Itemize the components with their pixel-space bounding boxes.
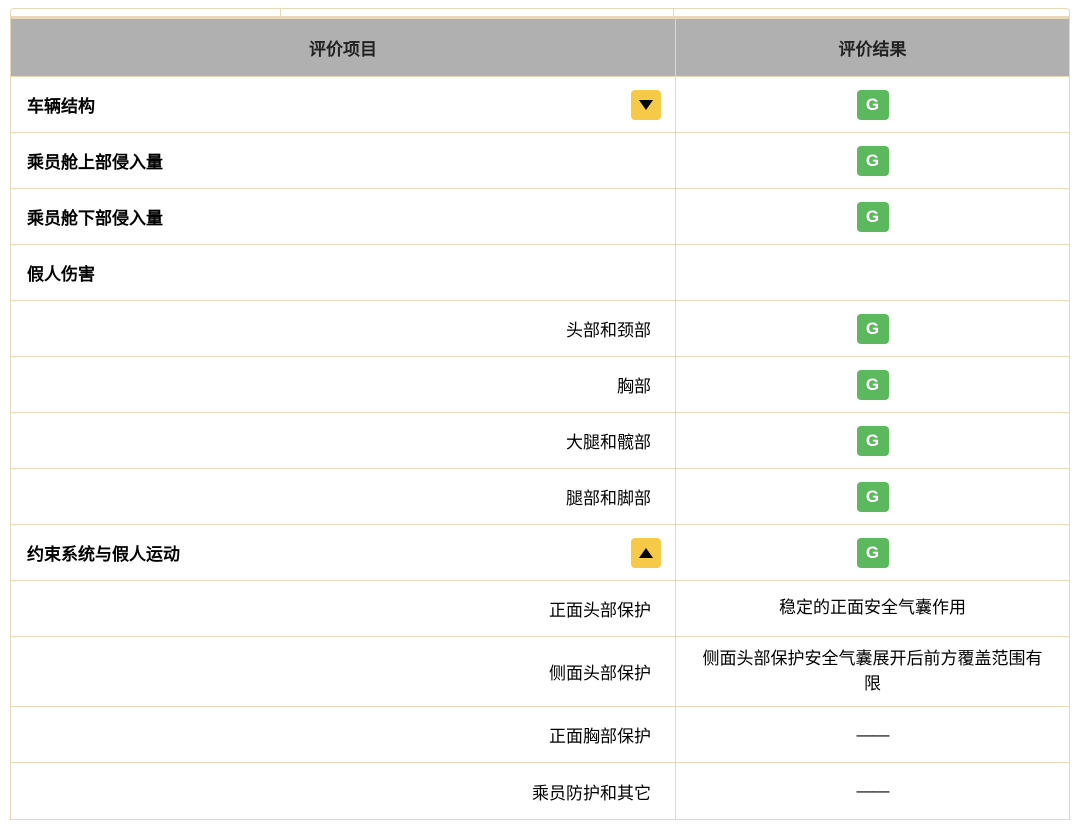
rating-badge: G [857,482,889,512]
table-row: 约束系统与假人运动 G [11,525,1069,581]
item-label-sub: 正面头部保护 [27,596,659,621]
item-cell: 乘员舱上部侵入量 [11,133,676,188]
item-label-main: 假人伤害 [27,260,95,285]
result-cell: G [676,413,1069,468]
item-cell: 头部和颈部 [11,301,676,356]
rating-badge: G [857,426,889,456]
item-cell: 侧面头部保护 [11,637,676,706]
item-label-sub: 头部和颈部 [27,316,659,341]
header-col-result: 评价结果 [676,19,1069,76]
result-cell: G [676,133,1069,188]
rating-badge: G [857,370,889,400]
rating-badge: G [857,90,889,120]
table-row: 正面头部保护 稳定的正面安全气囊作用 [11,581,1069,637]
result-cell: G [676,77,1069,132]
result-cell: G [676,189,1069,244]
item-label-main: 乘员舱下部侵入量 [27,204,163,229]
result-dash: —— [857,725,889,745]
item-label-sub: 腿部和脚部 [27,484,659,509]
table-row: 头部和颈部 G [11,301,1069,357]
item-cell: 正面胸部保护 [11,707,676,762]
item-label-sub: 侧面头部保护 [27,659,659,684]
result-cell: G [676,469,1069,524]
item-cell: 胸部 [11,357,676,412]
table-header-row: 评价项目 评价结果 [11,17,1069,77]
item-cell: 正面头部保护 [11,581,676,636]
result-cell: —— [676,763,1069,819]
evaluation-table: 评价项目 评价结果 车辆结构 G 乘员舱上部侵入量 G 乘员舱下部侵入量 G 假人伤害头部和… [10,8,1070,820]
table-row: 胸部 G [11,357,1069,413]
collapse-toggle-down-icon[interactable] [631,90,661,120]
item-label-main: 车辆结构 [27,92,95,117]
table-row: 正面胸部保护 —— [11,707,1069,763]
result-cell: G [676,525,1069,580]
item-label-sub: 胸部 [27,372,659,397]
item-cell: 约束系统与假人运动 [11,525,676,580]
result-cell: 稳定的正面安全气囊作用 [676,581,1069,636]
result-cell: G [676,357,1069,412]
item-label-sub: 正面胸部保护 [27,722,659,747]
result-cell: 侧面头部保护安全气囊展开后前方覆盖范围有限 [676,637,1069,706]
result-dash: —— [857,781,889,801]
item-cell: 车辆结构 [11,77,676,132]
item-label-main: 约束系统与假人运动 [27,540,180,565]
item-cell: 腿部和脚部 [11,469,676,524]
table-row: 假人伤害 [11,245,1069,301]
item-cell: 大腿和髋部 [11,413,676,468]
rating-badge: G [857,314,889,344]
table-row: 乘员舱下部侵入量 G [11,189,1069,245]
collapse-toggle-up-icon[interactable] [631,538,661,568]
item-cell: 假人伤害 [11,245,676,300]
item-cell: 乘员防护和其它 [11,763,676,819]
result-cell: —— [676,707,1069,762]
table-row: 侧面头部保护 侧面头部保护安全气囊展开后前方覆盖范围有限 [11,637,1069,707]
header-col-item: 评价项目 [11,19,676,76]
table-row: 车辆结构 G [11,77,1069,133]
result-cell: G [676,301,1069,356]
rating-badge: G [857,202,889,232]
table-row: 乘员舱上部侵入量 G [11,133,1069,189]
table-row: 腿部和脚部 G [11,469,1069,525]
table-row: 大腿和髋部 G [11,413,1069,469]
rating-badge: G [857,538,889,568]
result-cell [676,245,1069,300]
item-label-sub: 大腿和髋部 [27,428,659,453]
item-label-sub: 乘员防护和其它 [27,779,659,804]
table-row: 乘员防护和其它 —— [11,763,1069,819]
rating-badge: G [857,146,889,176]
result-text: 侧面头部保护安全气囊展开后前方覆盖范围有限 [696,647,1049,696]
result-text: 稳定的正面安全气囊作用 [779,596,966,621]
item-cell: 乘员舱下部侵入量 [11,189,676,244]
item-label-main: 乘员舱上部侵入量 [27,148,163,173]
top-border-stub [11,9,1069,17]
